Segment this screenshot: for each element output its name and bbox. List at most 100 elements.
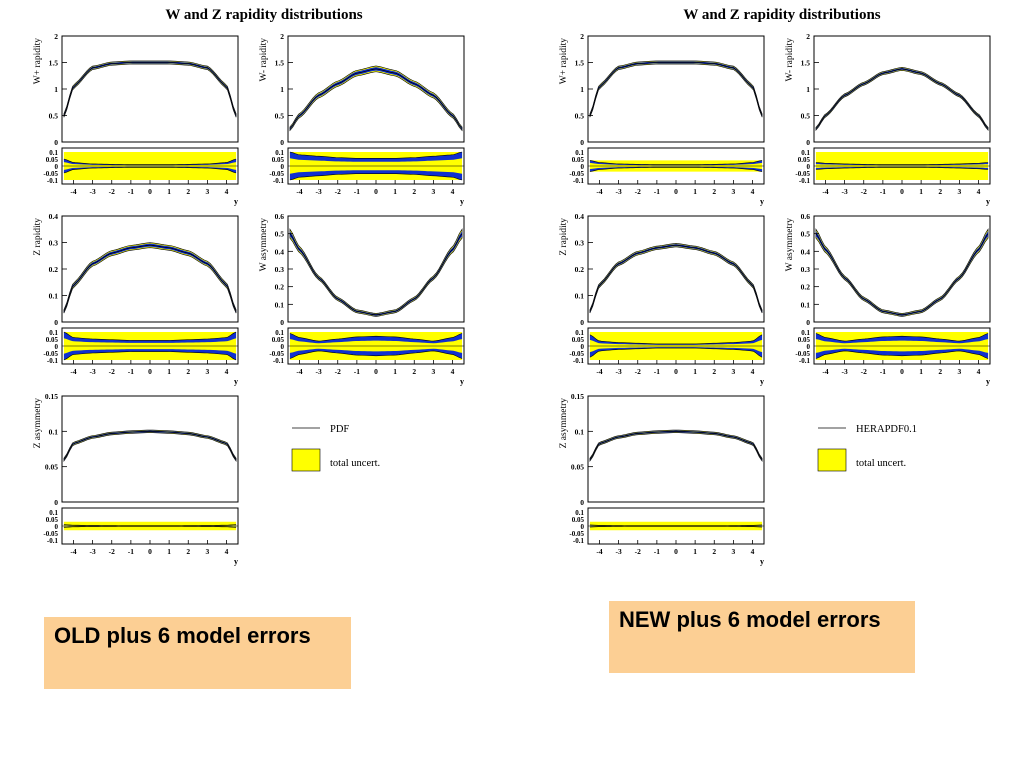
x-tick-label: -2 <box>635 547 641 556</box>
x-tick-label: -3 <box>615 547 621 556</box>
plot-new-3: 0.60.50.40.30.20.10W asymmetry0.10.050-0… <box>785 212 991 386</box>
x-tick-label: -3 <box>89 187 95 196</box>
x-tick-label: 0 <box>674 547 678 556</box>
ratio-pdf-upper <box>289 152 463 162</box>
x-tick-label: 1 <box>167 187 171 196</box>
ratio-tick-label: 0 <box>55 343 59 351</box>
ratio-pdf-lower <box>289 348 463 359</box>
x-tick-label: 2 <box>186 547 190 556</box>
y-tick-label: 0.1 <box>801 300 811 309</box>
ratio-tick-label: 0.1 <box>49 329 58 337</box>
ratio-tick-label: 0.1 <box>801 149 810 157</box>
y-tick-label: 0.4 <box>275 247 285 256</box>
ratio-pdf-lower <box>815 348 989 359</box>
x-tick-label: -3 <box>89 547 95 556</box>
y-tick-label: 1 <box>806 85 810 94</box>
old-figure: W and Z rapidity distributions 2 1.5 1 0.5 0 W… <box>33 7 465 566</box>
y-axis-label: W+ rapidity <box>559 38 569 84</box>
main-frame <box>61 35 239 143</box>
x-axis-label: y <box>760 377 764 386</box>
ratio-tick-label: 0 <box>581 343 585 351</box>
plot-new-1: 21.510.50W- rapidity0.10.050-0.05-0.1-4-… <box>785 32 991 206</box>
main-frame <box>587 35 765 143</box>
y-tick-label: 1 <box>280 85 284 94</box>
central-curve <box>589 244 763 312</box>
legend-band-label: total uncert. <box>330 458 380 469</box>
central-curve <box>63 62 237 116</box>
x-tick-label: 1 <box>393 187 397 196</box>
x-tick-label: 0 <box>674 367 678 376</box>
y-tick-label: 0.15 <box>45 392 58 401</box>
ratio-tick-label: -0.05 <box>43 350 58 358</box>
y-tick-label: 2 <box>280 32 284 41</box>
x-tick-label: 3 <box>958 187 962 196</box>
x-tick-label: 1 <box>693 187 697 196</box>
x-tick-label: 2 <box>712 367 716 376</box>
x-tick-label: 4 <box>225 187 229 196</box>
x-tick-label: -2 <box>109 547 115 556</box>
x-tick-label: 2 <box>938 187 942 196</box>
ratio-tick-label: -0.1 <box>799 177 811 185</box>
ratio-edge-up <box>589 334 763 345</box>
ratio-tick-label: 0 <box>55 163 59 171</box>
plot-old-1: 21.510.50W- rapidity0.10.050-0.05-0.1-4-… <box>259 32 465 206</box>
x-axis-label: y <box>234 197 238 206</box>
x-tick-label: 2 <box>412 367 416 376</box>
x-tick-label: 4 <box>751 187 755 196</box>
ratio-edge-down <box>63 167 237 174</box>
ratio-tick-label: -0.1 <box>47 537 59 545</box>
y-tick-label: 1.5 <box>801 59 811 68</box>
x-tick-label: -1 <box>880 367 886 376</box>
x-tick-label: -1 <box>128 367 134 376</box>
y-tick-label: 1 <box>54 85 58 94</box>
x-tick-label: -1 <box>654 367 660 376</box>
ratio-tick-label: 0.05 <box>46 336 59 344</box>
x-axis-label: y <box>234 377 238 386</box>
x-tick-label: 1 <box>919 187 923 196</box>
ratio-tick-label: -0.05 <box>269 170 284 178</box>
ratio-edge-up <box>289 151 463 159</box>
y-tick-label: 1.5 <box>49 59 59 68</box>
x-tick-label: -2 <box>635 187 641 196</box>
new-caption-text: NEW plus 6 model errors <box>619 607 881 632</box>
ratio-tick-label: 0.05 <box>46 516 59 524</box>
central-curve <box>63 244 237 312</box>
ratio-tick-label: -0.05 <box>569 530 584 538</box>
ratio-edge-up <box>289 333 463 342</box>
x-tick-label: 2 <box>938 367 942 376</box>
ratio-tick-label: 0 <box>281 163 285 171</box>
central-curve <box>589 430 763 460</box>
y-axis-label: W+ rapidity <box>33 38 43 84</box>
ratio-edge-down <box>815 350 989 359</box>
y-tick-label: 0.4 <box>49 212 59 221</box>
main-frame <box>813 215 991 323</box>
x-tick-label: 2 <box>186 367 190 376</box>
ratio-tick-label: -0.1 <box>573 357 585 365</box>
x-tick-label: -4 <box>596 367 602 376</box>
uncert-band <box>63 242 237 314</box>
ratio-edge-up <box>63 158 237 165</box>
legend-band-swatch <box>817 448 847 472</box>
legend-band-label: total uncert. <box>856 458 906 469</box>
y-tick-label: 0.2 <box>275 283 285 292</box>
ratio-pdf-upper <box>815 333 989 344</box>
uncert-band <box>589 243 763 314</box>
central-curve <box>63 430 237 460</box>
ratio-tick-label: 0.05 <box>798 336 811 344</box>
ratio-tick-label: 0.1 <box>49 509 58 517</box>
x-tick-label: 1 <box>393 367 397 376</box>
y-tick-label: 1.5 <box>575 59 585 68</box>
x-tick-label: 2 <box>186 187 190 196</box>
main-frame <box>61 395 239 503</box>
ratio-tick-label: -0.05 <box>43 170 58 178</box>
y-tick-label: 0 <box>54 318 58 327</box>
new-panel: W and Z rapidity distributions 2 1.5 1 0.5 0 W… <box>520 0 1024 590</box>
y-axis-label: W- rapidity <box>785 38 795 82</box>
central-curve <box>815 68 989 130</box>
x-tick-label: -1 <box>654 187 660 196</box>
y-tick-label: 0.2 <box>49 265 59 274</box>
x-tick-label: -4 <box>70 187 76 196</box>
x-tick-label: 4 <box>451 367 455 376</box>
plot-old-2: 0.40.30.20.10Z rapidity0.10.050-0.05-0.1… <box>33 212 239 386</box>
y-tick-label: 0.2 <box>801 283 811 292</box>
